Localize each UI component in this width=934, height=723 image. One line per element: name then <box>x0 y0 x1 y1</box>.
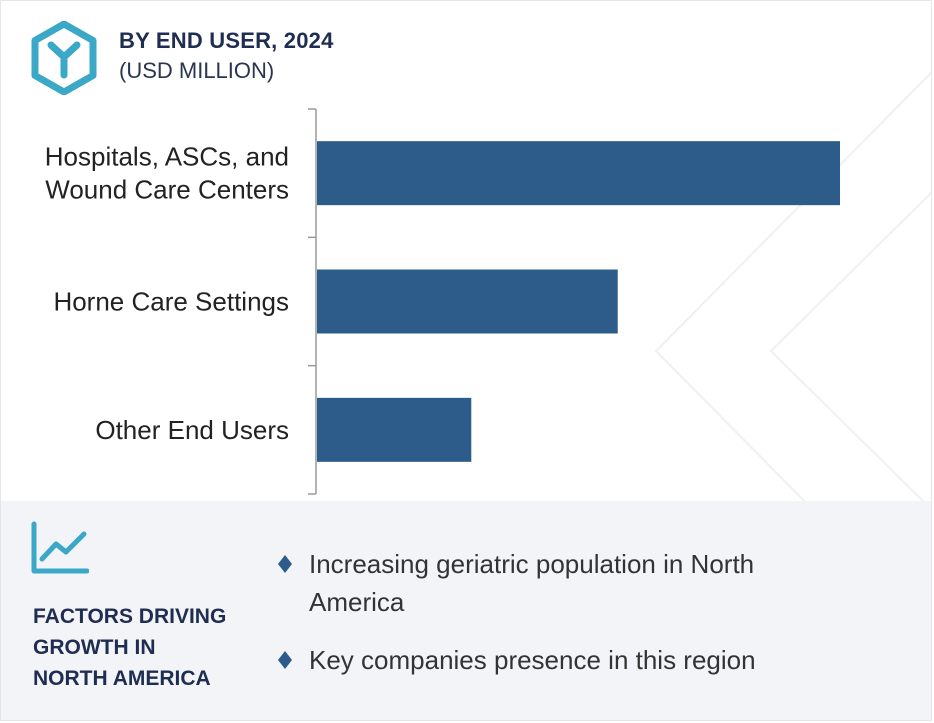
factor-item: Increasing geriatric population in North… <box>277 545 837 621</box>
bar-1 <box>317 269 618 334</box>
factors-heading-line: GROWTH IN <box>33 636 156 659</box>
y-hexagon-logo-icon <box>31 21 97 95</box>
category-label-2: Other End Users <box>95 415 289 445</box>
bar-0 <box>317 141 840 206</box>
category-label-line: Wound Care Centers <box>45 175 289 205</box>
line-chart-icon <box>31 521 89 574</box>
chart-subtitle: (USD MILLION) <box>119 58 275 83</box>
category-label-0: Hospitals, ASCs, and Wound Care Centers <box>45 142 289 205</box>
chart-title: BY END USER, 2024 <box>119 28 334 53</box>
category-label-line: Hospitals, ASCs, and <box>45 142 289 172</box>
bar-chart: Hospitals, ASCs, and Wound Care CentersHo… <box>45 108 840 495</box>
factors-heading: FACTORS DRIVING GROWTH IN NORTH AMERICA <box>33 601 263 694</box>
category-label-line: Other End Users <box>95 415 289 445</box>
diamond-bullet-icon <box>278 555 292 573</box>
factors-panel <box>1 501 931 720</box>
bar-2 <box>317 397 472 462</box>
factor-item: Key companies presence in this region <box>277 641 837 679</box>
category-label-line: Horne Care Settings <box>53 287 289 317</box>
diamond-bullet-icon <box>278 651 292 669</box>
factors-heading-line: FACTORS DRIVING <box>33 605 227 628</box>
factor-item-text: Key companies presence in this region <box>309 645 756 675</box>
factors-heading-line: NORTH AMERICA <box>33 667 211 690</box>
category-label-1: Horne Care Settings <box>53 287 289 317</box>
factors-list: Increasing geriatric population in North… <box>277 545 837 699</box>
factor-item-text: Increasing geriatric population in North… <box>309 549 755 617</box>
